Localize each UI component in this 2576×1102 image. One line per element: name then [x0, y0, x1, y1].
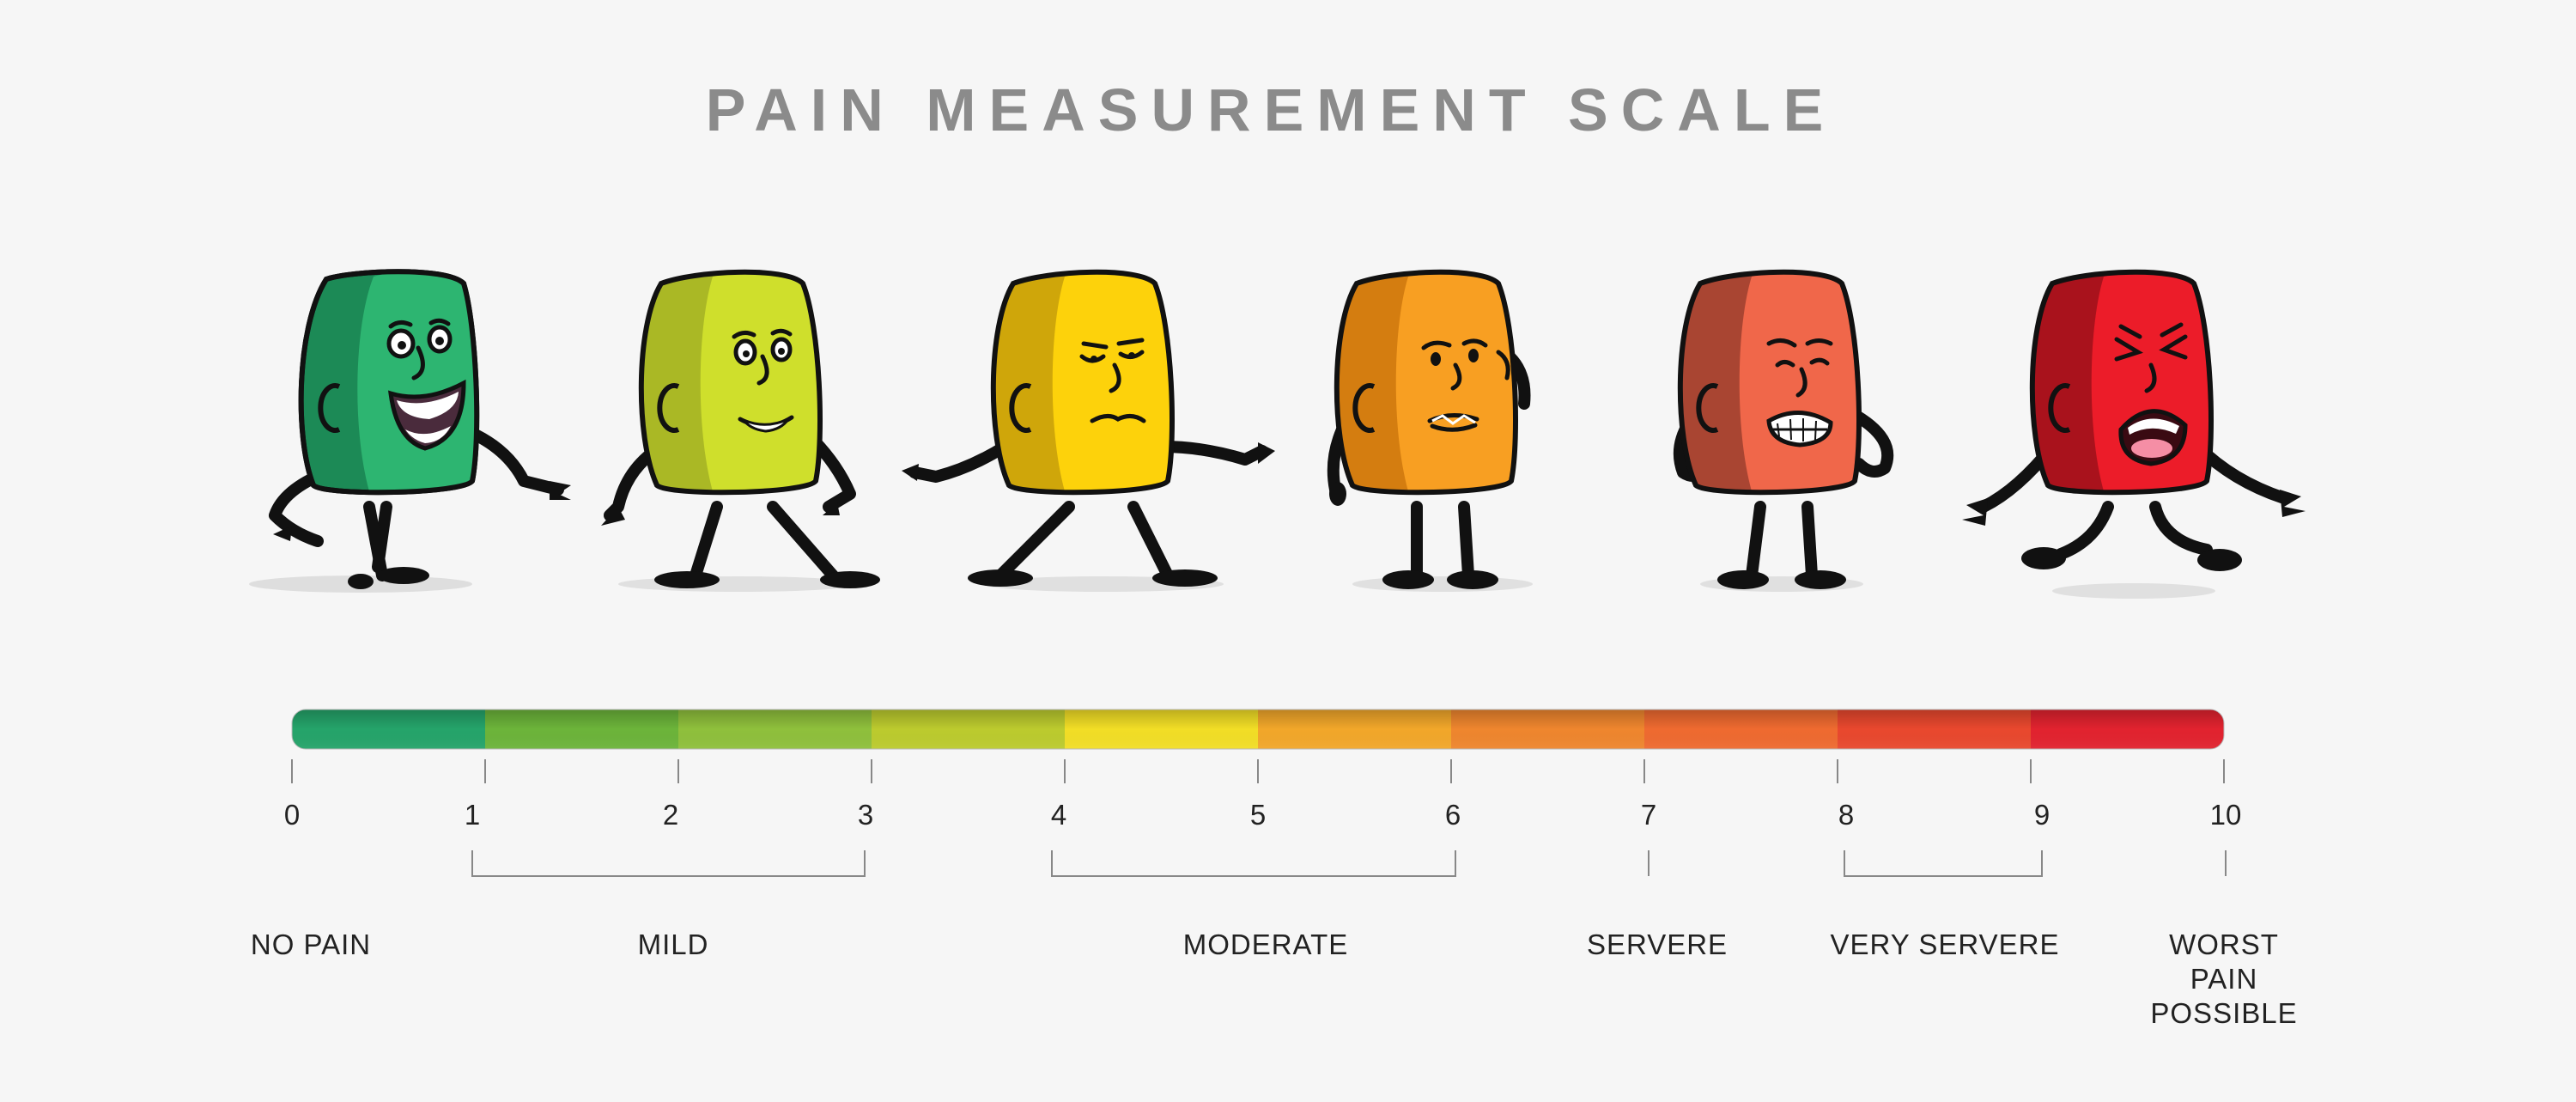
- category-no-pain: NO PAIN: [250, 928, 372, 960]
- character-no-pain: [249, 269, 571, 593]
- character-moderate-worried: [1327, 269, 1533, 592]
- bar-segment-8: [1838, 709, 2032, 749]
- character-moderate: [902, 269, 1275, 592]
- category-worst: WORST PAIN POSSIBLE: [2150, 928, 2298, 1029]
- page-title: PAIN MEASUREMENT SCALE: [705, 76, 1837, 143]
- bar-segment-9: [2031, 709, 2224, 749]
- bracket-mild: [471, 850, 866, 877]
- tick-label-6: 6: [1444, 799, 1461, 831]
- bracket-moderate: [1051, 850, 1456, 877]
- scale-ticks: [291, 759, 2225, 783]
- tick-label-10: 10: [2209, 799, 2242, 831]
- bar-segment-5: [1258, 709, 1452, 749]
- category-mild: MILD: [637, 928, 709, 960]
- category-brackets: [471, 850, 2227, 877]
- tick-label-1: 1: [464, 799, 481, 831]
- tick-label-2: 2: [662, 799, 679, 831]
- bar-segment-3: [872, 709, 1066, 749]
- pain-scale-bar: [292, 709, 2224, 749]
- tick-label-4: 4: [1050, 799, 1067, 831]
- bar-segment-7: [1644, 709, 1838, 749]
- tick-label-5: 5: [1249, 799, 1267, 831]
- category-moderate: MODERATE: [1182, 928, 1349, 960]
- category-very-severe: VERY SERVERE: [1830, 928, 2060, 960]
- category-severe: SERVERE: [1586, 928, 1728, 960]
- bar-segment-4: [1065, 709, 1259, 749]
- tick-label-9: 9: [2033, 799, 2050, 831]
- bar-segment-0: [292, 709, 486, 749]
- bar-segment-6: [1451, 709, 1645, 749]
- bar-outline: [291, 709, 2225, 750]
- character-severe: [1673, 269, 1894, 592]
- character-mild: [601, 269, 880, 592]
- bar-segment-1: [485, 709, 679, 749]
- bar-segment-2: [678, 709, 872, 749]
- bracket-very-severe: [1844, 850, 2043, 877]
- tick-label-7: 7: [1640, 799, 1657, 831]
- character-worst: [1962, 269, 2306, 599]
- tick-label-8: 8: [1838, 799, 1855, 831]
- tick-label-3: 3: [857, 799, 874, 831]
- tick-label-0: 0: [283, 799, 301, 831]
